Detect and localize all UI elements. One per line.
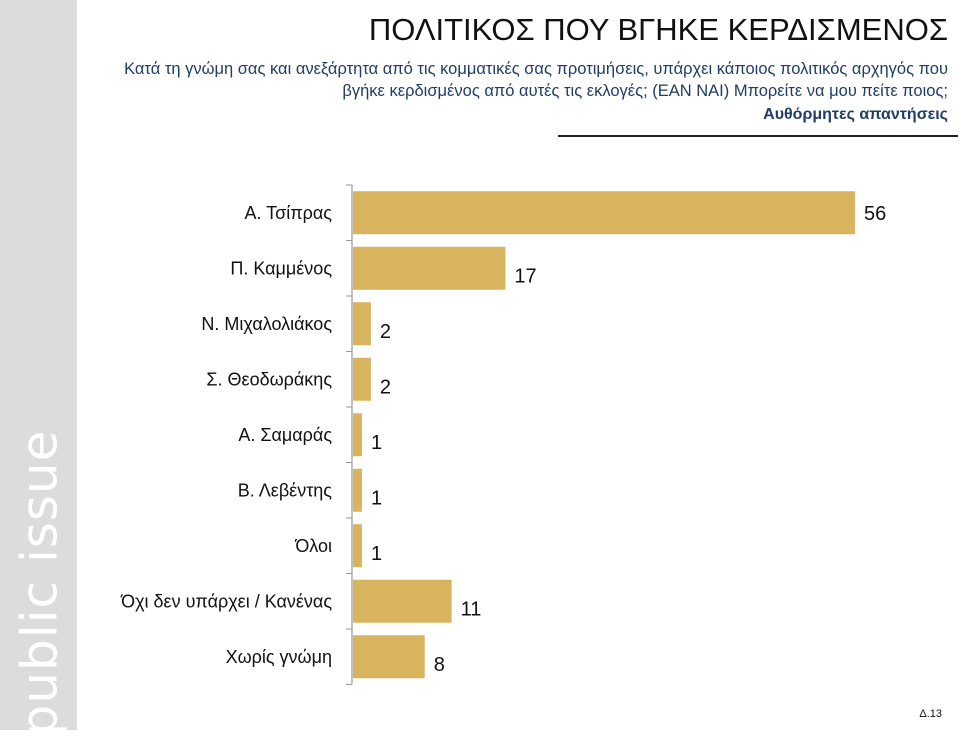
value-label: 1 bbox=[371, 432, 382, 454]
bar bbox=[353, 524, 362, 568]
bar bbox=[353, 468, 362, 512]
page-title: ΠΟΛΙΤΙΚΟΣ ΠΟΥ ΒΓΗΚΕ ΚΕΡΔΙΣΜΕΝΟΣ bbox=[368, 12, 948, 47]
side-band bbox=[0, 0, 77, 730]
category-label: Ν. Μιχαλολιάκος bbox=[201, 314, 332, 334]
survey-question: Κατά τη γνώμη σας και ανεξάρτητα από τις… bbox=[124, 60, 948, 100]
category-label: Π. Καμμένος bbox=[230, 258, 332, 278]
value-label: 1 bbox=[371, 543, 382, 565]
value-label: 2 bbox=[380, 321, 391, 343]
value-label: 2 bbox=[380, 376, 391, 398]
subtitle-underline bbox=[558, 135, 958, 137]
category-label: Όλοι bbox=[294, 536, 332, 556]
bar bbox=[353, 302, 371, 346]
chart-subtitle: Αυθόρμητες απαντήσεις bbox=[763, 106, 948, 123]
value-label: 17 bbox=[514, 265, 536, 287]
bar bbox=[353, 635, 425, 679]
bar bbox=[353, 413, 362, 457]
category-label: Χωρίς γνώμη bbox=[226, 647, 332, 667]
bar bbox=[353, 357, 371, 401]
category-label: Α. Σαμαράς bbox=[238, 425, 332, 445]
category-label: Α. Τσίπρας bbox=[244, 203, 332, 223]
category-label: Σ. Θεοδωράκης bbox=[206, 369, 332, 389]
value-label: 1 bbox=[371, 487, 382, 509]
page-code: Δ.13 bbox=[919, 708, 942, 720]
bar bbox=[353, 579, 452, 623]
bar bbox=[353, 191, 855, 235]
value-label: 11 bbox=[461, 598, 482, 620]
category-label: Όχι δεν υπάρχει / Κανένας bbox=[120, 591, 332, 611]
bar bbox=[353, 246, 506, 290]
value-label: 56 bbox=[864, 203, 886, 225]
category-label: Β. Λεβέντης bbox=[238, 480, 333, 500]
value-label: 8 bbox=[434, 654, 445, 676]
